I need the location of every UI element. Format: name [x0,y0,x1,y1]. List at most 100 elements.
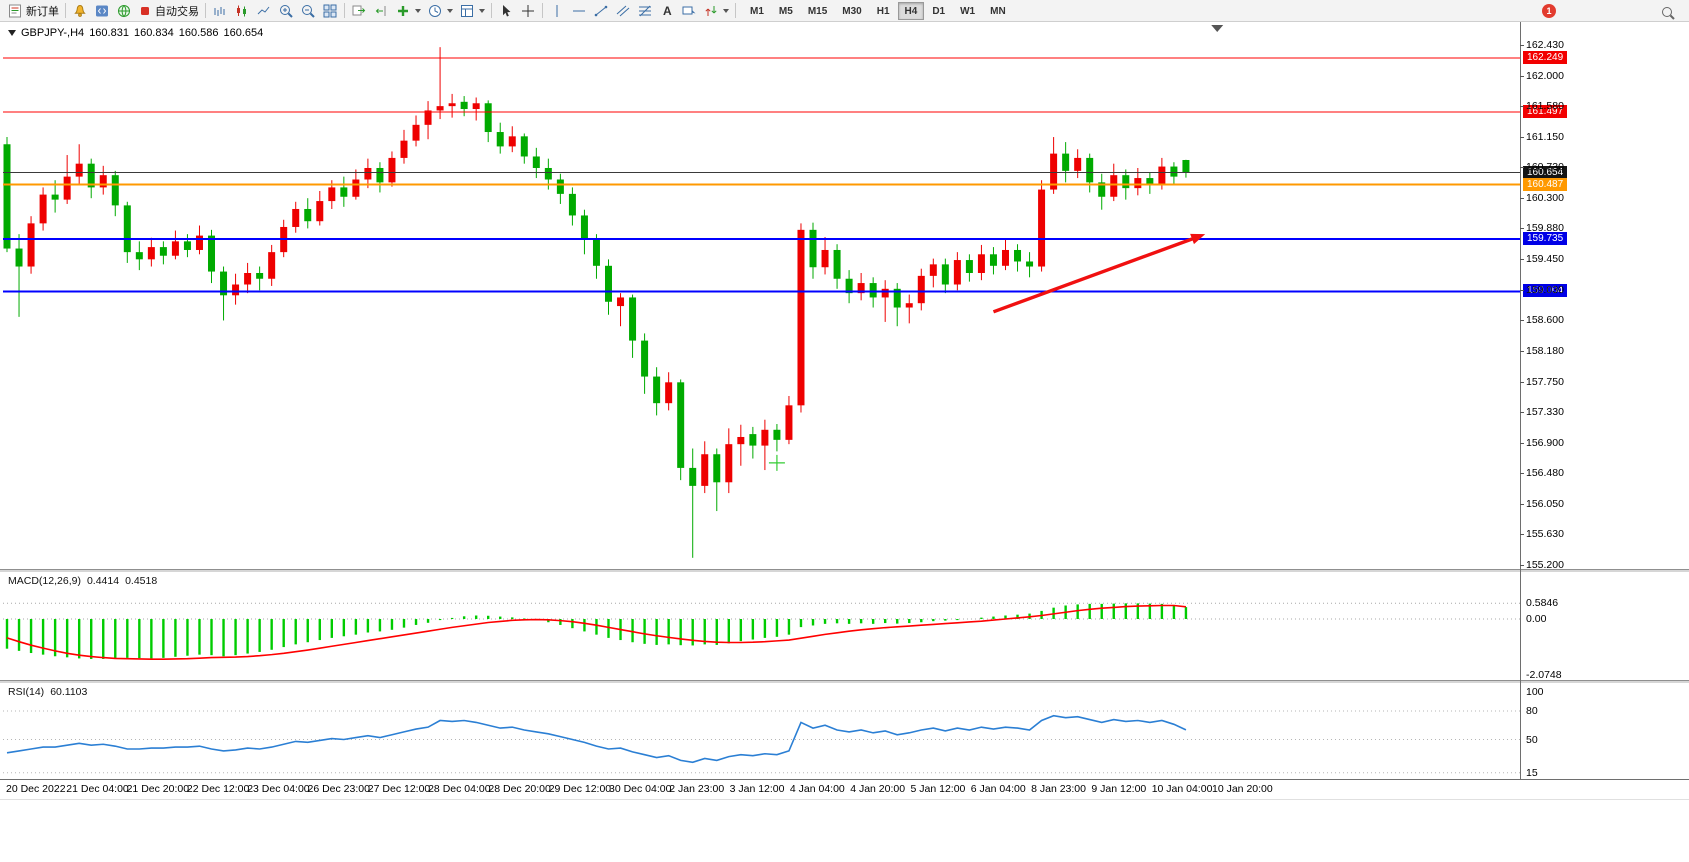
line-chart-mode-button[interactable] [253,1,275,21]
candle-body [3,144,11,249]
timeframe-button-h1[interactable]: H1 [870,2,897,20]
price-level-badge[interactable]: 162.249 [1523,51,1568,65]
timeframe-button-m5[interactable]: M5 [772,2,800,20]
text-label-tool-button[interactable] [678,1,700,21]
macd-indicator-pane[interactable] [3,572,1520,680]
macd-axis-label: -2.0748 [1526,669,1562,682]
price-axis-label: 156.480 [1526,466,1564,479]
candle-body [532,156,540,168]
symbol-dropdown-icon[interactable] [8,30,16,36]
pane-separator[interactable] [0,569,1689,572]
trendline-tool-button[interactable] [590,1,612,21]
chart-shift-icon [375,5,386,16]
price-axis-tick [1520,350,1524,352]
candle-body [268,252,276,279]
time-axis-label: 27 Dec 12:00 [367,783,431,795]
macd-signal-line [6,604,1187,661]
zoom-in-button[interactable] [275,1,297,21]
trend-arrow-line[interactable] [992,237,1193,314]
cursor-tool-button[interactable] [495,1,517,21]
candle-body [1014,249,1022,262]
timeframe-button-mn[interactable]: MN [983,2,1013,20]
chart-low-value: 160.586 [178,27,219,39]
candle-body [1001,249,1009,266]
price-chart-pane[interactable] [3,22,1520,569]
timeframe-button-m15[interactable]: M15 [801,2,834,20]
candle-body [520,136,528,157]
chart-shift-button[interactable] [370,1,392,21]
text-icon: A [663,4,672,18]
text-tool-button[interactable]: A [656,1,678,21]
chart-shift-marker[interactable] [1211,25,1224,32]
macd-axis-label: 0.00 [1526,613,1547,625]
templates-button[interactable] [456,1,488,21]
rsi-label: RSI(14) 60.1103 [8,686,87,698]
text-label-icon [682,6,696,14]
community-button[interactable] [113,1,135,21]
candle-body [568,193,576,216]
notification-badge[interactable]: 1 [1542,4,1556,18]
new-order-button[interactable]: 新订单 [4,1,62,21]
alerts-button[interactable] [69,1,91,21]
candle-body [460,101,468,110]
search-button[interactable] [1657,3,1679,23]
horizontal-line-tool-button[interactable] [568,1,590,21]
indicators-button[interactable] [392,1,424,21]
price-axis-tick [1520,259,1524,261]
price-axis-tick [1520,137,1524,139]
trendline-icon [594,5,608,16]
time-axis-label: 3 Jan 12:00 [729,783,785,795]
candle-body [689,467,697,486]
price-level-badge[interactable]: 159.735 [1523,231,1568,245]
candle-body [869,283,877,298]
fibonacci-tool-button[interactable] [634,1,656,21]
chart-symbol-period: GBPJPY-,H4 [21,27,85,39]
candlestick-mode-button[interactable] [231,1,253,21]
tile-windows-button[interactable] [319,1,341,21]
trend-arrow-head[interactable] [1190,233,1206,245]
vertical-line-tool-button[interactable] [546,1,568,21]
price-axis-label: 159.450 [1526,253,1564,266]
time-axis-label: 4 Jan 20:00 [850,783,906,795]
timeframe-button-m1[interactable]: M1 [743,2,771,20]
time-axis-label: 30 Dec 04:00 [609,783,672,795]
candle-body [893,288,901,308]
macd-label: MACD(12,26,9) 0.4414 0.4518 [8,575,157,587]
search-icon [1662,7,1675,20]
candle-body [292,208,300,227]
zoom-out-button[interactable] [297,1,319,21]
candle-body [244,272,252,285]
rsi-axis-label: 50 [1526,733,1538,746]
channel-tool-button[interactable] [612,1,634,21]
timeframe-button-m30[interactable]: M30 [835,2,868,20]
cross-marker-annotation[interactable] [768,454,785,471]
bar-chart-mode-button[interactable] [209,1,231,21]
price-axis-label: 156.050 [1526,497,1564,510]
candle-body [617,297,625,307]
timeframe-button-w1[interactable]: W1 [953,2,982,20]
price-level-badge[interactable]: 159.004 [1523,284,1568,298]
candle-body [821,249,829,268]
candle-body [508,136,516,147]
timeframe-button-d1[interactable]: D1 [925,2,952,20]
timeframe-button-h4[interactable]: H4 [897,1,925,20]
price-level-badge[interactable]: 160.654 [1523,165,1568,179]
price-level-badge[interactable]: 160.487 [1523,177,1568,191]
arrows-tool-button[interactable] [700,1,732,21]
arrows-icon [705,5,717,16]
autotrading-button[interactable]: 自动交易 [135,1,202,21]
candle-body [785,405,793,440]
rsi-indicator-pane[interactable] [3,683,1520,779]
metaeditor-button[interactable] [91,1,113,21]
candle-body [556,179,564,194]
pane-separator[interactable] [0,680,1689,683]
candle-body [232,284,240,296]
price-level-badge[interactable]: 161.497 [1523,105,1568,119]
auto-scroll-button[interactable] [348,1,370,21]
toolbar-separator [65,3,66,18]
candle-body [208,235,216,272]
price-axis-label: 160.730 [1526,161,1564,174]
periods-button[interactable] [424,1,456,21]
crosshair-tool-button[interactable] [517,1,539,21]
candle-body [713,454,721,483]
